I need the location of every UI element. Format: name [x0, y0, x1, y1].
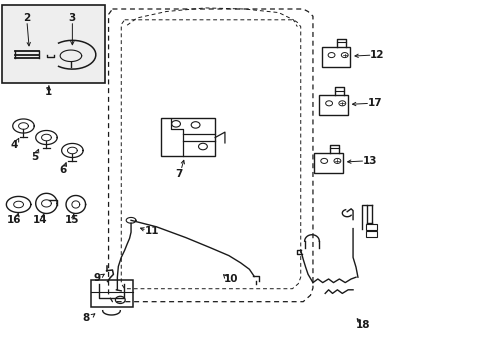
- Text: 3: 3: [69, 13, 76, 23]
- Bar: [321, 47, 349, 67]
- Text: 7: 7: [174, 168, 182, 179]
- Text: 2: 2: [23, 13, 30, 23]
- Text: 17: 17: [367, 98, 382, 108]
- Text: 5: 5: [32, 152, 39, 162]
- Text: 16: 16: [6, 215, 21, 225]
- Text: 15: 15: [65, 215, 80, 225]
- Bar: [91, 280, 132, 307]
- Bar: [365, 231, 376, 237]
- Bar: [319, 95, 347, 115]
- Text: 14: 14: [33, 215, 47, 225]
- Bar: [161, 118, 215, 156]
- Text: 13: 13: [362, 156, 377, 166]
- Text: 10: 10: [223, 274, 238, 284]
- Text: 11: 11: [144, 226, 159, 236]
- Text: 9: 9: [93, 273, 100, 283]
- Text: 4: 4: [10, 140, 18, 150]
- Bar: [365, 224, 376, 230]
- Text: 8: 8: [82, 312, 89, 323]
- Text: 6: 6: [59, 165, 66, 175]
- Bar: [314, 153, 342, 173]
- Text: 1: 1: [45, 87, 52, 97]
- Text: 12: 12: [369, 50, 384, 60]
- Text: 18: 18: [355, 320, 369, 330]
- Bar: [2, 5, 105, 83]
